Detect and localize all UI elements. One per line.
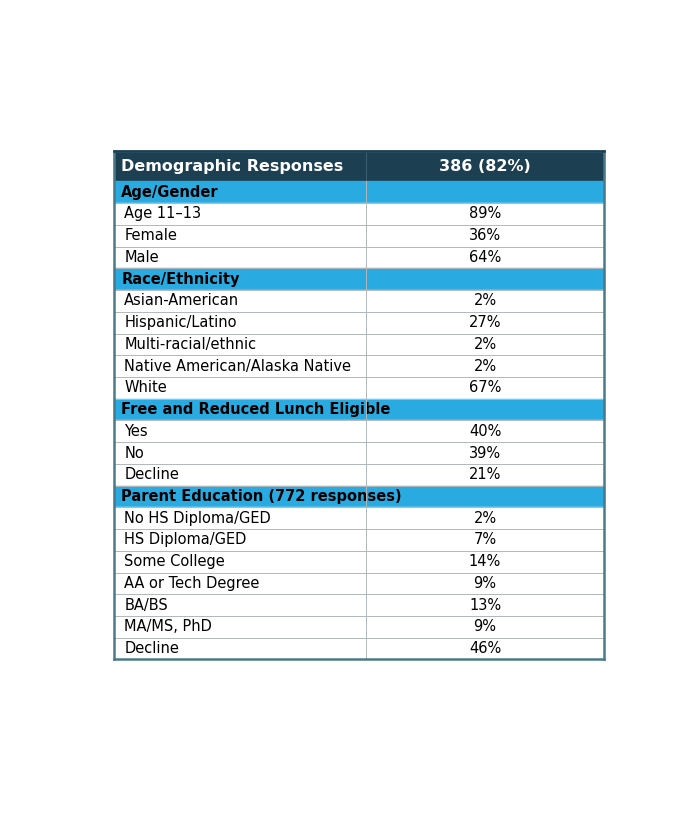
- Text: Decline: Decline: [125, 467, 179, 482]
- Text: 89%: 89%: [469, 207, 501, 222]
- Text: 13%: 13%: [469, 598, 501, 613]
- Text: White: White: [125, 380, 167, 395]
- Bar: [113, 637, 604, 660]
- Bar: [113, 529, 604, 551]
- Bar: [113, 268, 604, 290]
- Bar: [113, 616, 604, 637]
- Text: 14%: 14%: [469, 554, 501, 569]
- Bar: [113, 551, 604, 573]
- Text: Some College: Some College: [125, 554, 225, 569]
- Text: 21%: 21%: [469, 467, 501, 482]
- Text: 2%: 2%: [473, 510, 496, 525]
- Bar: [113, 312, 604, 334]
- Text: 2%: 2%: [473, 337, 496, 352]
- Text: 40%: 40%: [469, 424, 501, 439]
- Text: Age 11–13: Age 11–13: [125, 207, 202, 222]
- Text: Decline: Decline: [125, 641, 179, 656]
- Text: MA/MS, PhD: MA/MS, PhD: [125, 619, 212, 634]
- Text: Race/Ethnicity: Race/Ethnicity: [121, 271, 239, 286]
- Text: HS Diploma/GED: HS Diploma/GED: [125, 532, 247, 548]
- Text: 2%: 2%: [473, 359, 496, 374]
- Text: 36%: 36%: [469, 228, 501, 243]
- Text: 9%: 9%: [473, 619, 496, 634]
- Text: Age/Gender: Age/Gender: [121, 185, 219, 200]
- Text: No: No: [125, 446, 144, 461]
- Text: 386 (82%): 386 (82%): [439, 159, 531, 173]
- Bar: [113, 573, 604, 594]
- Bar: [113, 151, 604, 182]
- Bar: [113, 507, 604, 529]
- Text: Demographic Responses: Demographic Responses: [121, 159, 344, 173]
- Bar: [113, 334, 604, 355]
- Text: No HS Diploma/GED: No HS Diploma/GED: [125, 510, 271, 525]
- Text: 46%: 46%: [469, 641, 501, 656]
- Bar: [113, 464, 604, 486]
- Bar: [113, 247, 604, 268]
- Bar: [113, 225, 604, 247]
- Text: 2%: 2%: [473, 294, 496, 309]
- Bar: [113, 486, 604, 507]
- Text: Female: Female: [125, 228, 177, 243]
- Text: 7%: 7%: [473, 532, 496, 548]
- Bar: [113, 182, 604, 203]
- Text: 9%: 9%: [473, 576, 496, 591]
- Bar: [113, 355, 604, 377]
- Text: Male: Male: [125, 250, 159, 265]
- Text: 67%: 67%: [469, 380, 501, 395]
- Bar: [113, 442, 604, 464]
- Text: Yes: Yes: [125, 424, 148, 439]
- Text: Multi-racial/ethnic: Multi-racial/ethnic: [125, 337, 256, 352]
- Text: Parent Education (772 responses): Parent Education (772 responses): [121, 489, 402, 504]
- Text: Free and Reduced Lunch Eligible: Free and Reduced Lunch Eligible: [121, 402, 391, 417]
- Text: Hispanic/Latino: Hispanic/Latino: [125, 315, 237, 330]
- Bar: [113, 377, 604, 398]
- Bar: [113, 203, 604, 225]
- Bar: [113, 398, 604, 421]
- Text: Native American/Alaska Native: Native American/Alaska Native: [125, 359, 351, 374]
- Text: 27%: 27%: [469, 315, 501, 330]
- Bar: [113, 594, 604, 616]
- Bar: [113, 290, 604, 312]
- Text: 39%: 39%: [469, 446, 501, 461]
- Text: AA or Tech Degree: AA or Tech Degree: [125, 576, 260, 591]
- Text: BA/BS: BA/BS: [125, 598, 168, 613]
- Text: 64%: 64%: [469, 250, 501, 265]
- Bar: [113, 421, 604, 442]
- Text: Asian-American: Asian-American: [125, 294, 239, 309]
